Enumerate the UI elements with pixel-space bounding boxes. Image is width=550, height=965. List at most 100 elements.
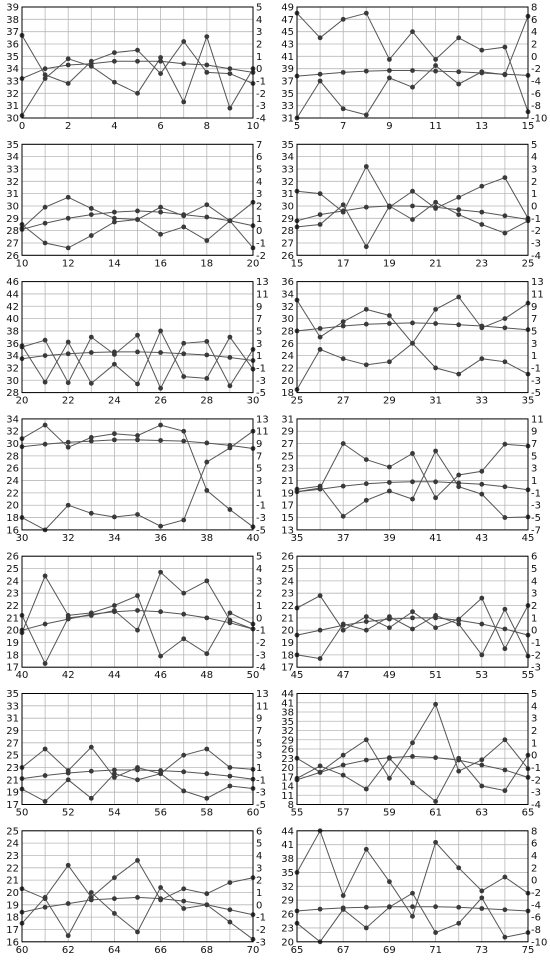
data-point [363,204,369,210]
data-point [158,569,164,575]
y-left-tick-label: 17 [6,800,19,811]
data-point [502,646,508,652]
y-left-tick-label: 20 [6,501,19,512]
data-point [158,350,164,355]
x-tick-label: 27 [337,396,350,407]
y-right-tick-label: 4 [531,851,537,862]
data-point [88,58,94,64]
data-point [88,795,94,801]
data-point [135,332,140,338]
y-left-tick-label: 25 [281,451,294,462]
y-right-tick-label: -4 [531,900,541,911]
data-point [456,371,462,377]
data-point [158,58,164,64]
y-left-tick-label: 46 [6,277,19,288]
data-point [204,615,210,621]
y-right-tick-label: 0 [531,52,537,63]
y-left-tick-label: 20 [281,763,294,774]
x-tick-label: 14 [108,258,121,269]
data-point [42,773,48,778]
data-point [456,757,462,763]
y-left-tick-label: 19 [281,638,294,649]
x-tick-label: 40 [16,670,29,681]
y-left-tick-label: 18 [6,913,19,924]
data-point [135,858,140,863]
y-left-tick-label: 36 [6,339,19,350]
data-point [135,512,140,517]
y-right-tick-label: -1 [256,238,266,249]
data-point [479,468,485,474]
data-point [317,212,323,218]
data-point [502,874,508,880]
x-tick-label: 55 [522,670,535,681]
data-point [317,627,323,633]
y-right-tick-label: 2 [256,40,262,51]
plot-frame [21,830,254,943]
data-point [65,770,71,776]
data-point [502,175,508,181]
y-right-tick-label: 3 [531,589,537,600]
x-tick-label: 59 [383,808,396,819]
data-point [181,636,187,642]
data-point [456,69,462,75]
data-point [340,69,346,75]
data-point [433,495,438,501]
data-point [112,349,117,355]
x-tick-label: 31 [429,396,442,407]
y-left-tick-label: 29 [6,726,19,737]
x-tick-label: 5 [294,121,300,132]
y-right-tick-label: 9 [256,439,262,450]
data-point [387,480,392,485]
y-right-tick-label: -4 [531,77,541,88]
data-point [88,206,94,211]
data-point [227,218,233,224]
data-point [387,616,392,622]
data-point [363,10,369,16]
y-right-tick-label: 4 [256,564,262,575]
y-right-tick-label: -1 [256,501,266,512]
data-point [317,222,323,227]
data-point [456,81,462,87]
data-point [340,202,346,208]
y-right-tick-label: 2 [256,589,262,600]
data-point [363,481,369,487]
y-right-tick-label: -3 [531,788,541,799]
y-left-tick-label: 28 [6,388,19,399]
y-left-tick-label: 29 [6,214,19,225]
y-left-tick-label: 28 [281,326,294,337]
data-point [204,459,210,465]
data-point [204,34,210,39]
y-left-tick-label: 28 [281,226,294,237]
y-left-tick-label: 33 [281,164,294,175]
y-left-tick-label: 17 [281,663,294,674]
data-point [479,356,485,362]
data-point [88,768,94,774]
y-left-tick-label: 38 [281,854,294,865]
y-right-tick-label: 4 [256,851,262,862]
y-left-tick-label: 25 [281,564,294,575]
data-point [340,319,346,325]
data-point [340,208,346,214]
data-point [65,444,71,450]
data-point [42,441,48,447]
data-point [135,58,140,64]
y-right-tick-label: -3 [256,937,266,948]
data-point [112,609,117,615]
data-point [433,799,438,804]
data-point [204,891,210,897]
data-point [317,763,323,769]
data-point [135,47,140,53]
y-left-tick-label: 35 [281,717,294,728]
data-point [502,441,508,447]
data-point [42,220,48,226]
y-right-tick-label: 1 [256,351,262,362]
y-left-tick-label: 28 [6,451,19,462]
plot-frame [296,830,529,943]
y-right-tick-label: 3 [256,476,262,487]
data-point [479,183,485,189]
data-point [410,754,415,759]
data-point [88,890,94,895]
y-right-tick-label: -7 [531,525,541,536]
